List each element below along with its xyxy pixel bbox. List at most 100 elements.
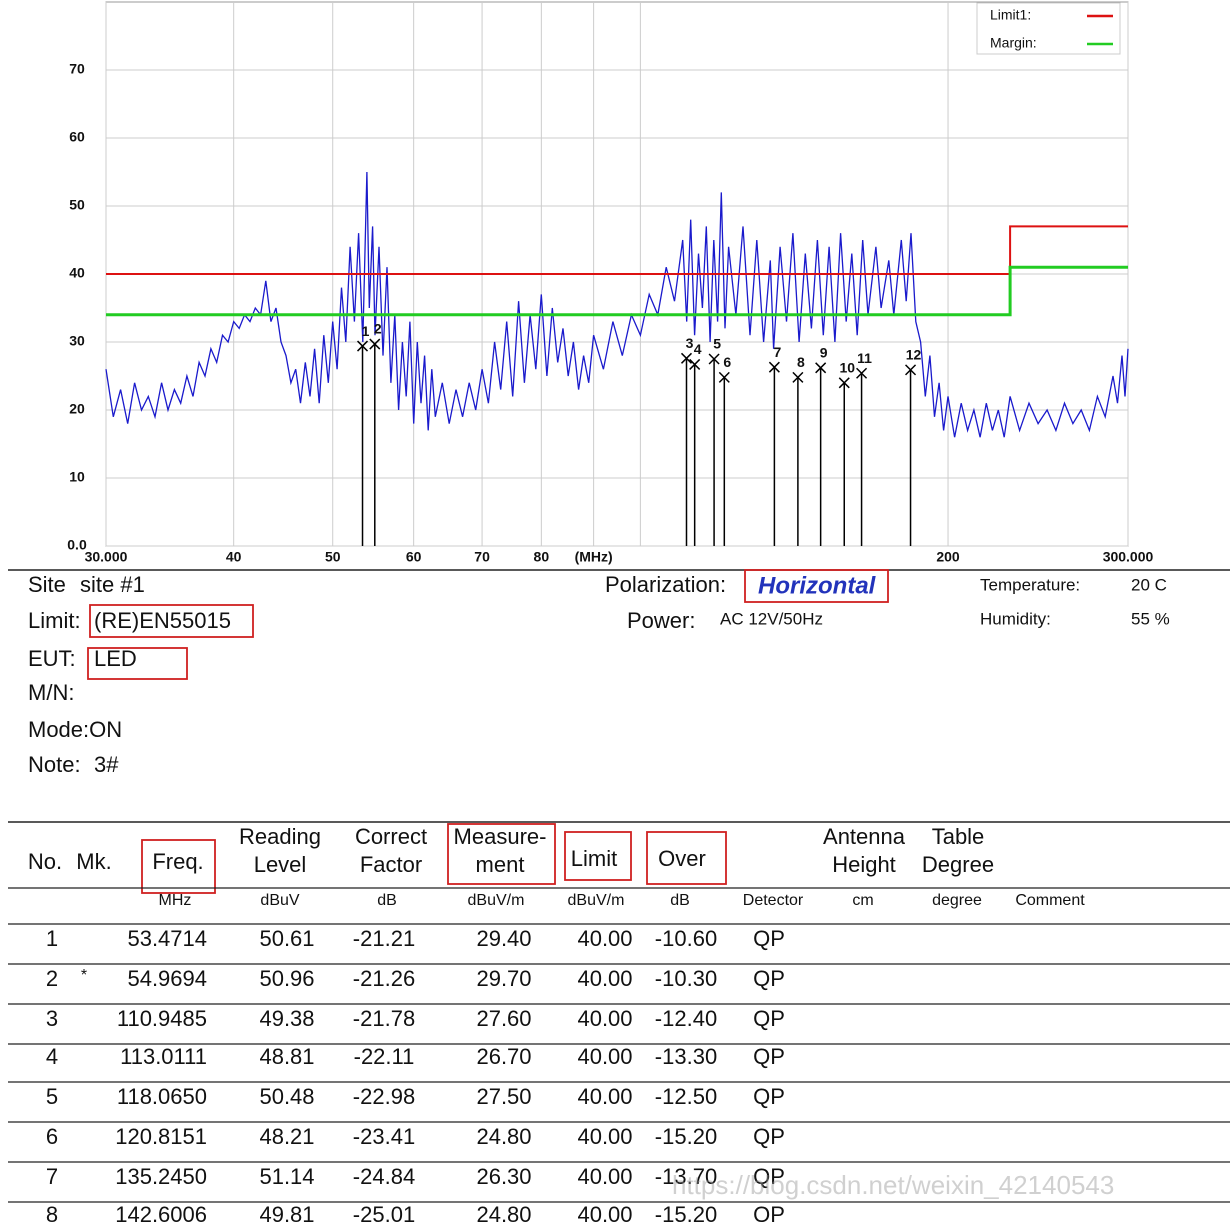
header-cell: Freq. bbox=[152, 849, 203, 874]
header-cell: Height bbox=[832, 852, 896, 877]
marker bbox=[856, 367, 868, 379]
table-cell: 110.9485 bbox=[117, 1006, 207, 1031]
unit-cell: cm bbox=[852, 892, 873, 909]
x-tick-label: 80 bbox=[534, 549, 550, 565]
table-cell: 40.00 bbox=[577, 1044, 632, 1069]
table-cell: 29.40 bbox=[476, 926, 531, 951]
table-cell: 118.0650 bbox=[117, 1084, 207, 1109]
unit-cell: dB bbox=[670, 892, 690, 909]
x-tick-label: 40 bbox=[226, 549, 242, 565]
marker bbox=[708, 353, 720, 365]
table-cell: 40.00 bbox=[577, 1164, 632, 1189]
y-tick-label: 70 bbox=[69, 61, 85, 77]
table-cell: 4 bbox=[46, 1044, 58, 1069]
header-cell: Correct bbox=[355, 824, 427, 849]
table-cell: 27.50 bbox=[476, 1084, 531, 1109]
header-cell: Mk. bbox=[76, 849, 111, 874]
table-cell: 40.00 bbox=[577, 966, 632, 991]
x-tick-label: 60 bbox=[406, 549, 422, 565]
marker bbox=[905, 364, 917, 376]
marker bbox=[369, 338, 381, 350]
table-cell: 40.00 bbox=[577, 1202, 632, 1222]
unit-cell: dBuV/m bbox=[568, 892, 625, 909]
table-cell: 8 bbox=[46, 1202, 58, 1222]
info-note-label: Note: bbox=[28, 752, 81, 777]
table-cell: QP bbox=[753, 1006, 785, 1031]
table-cell: 40.00 bbox=[577, 1124, 632, 1149]
table-cell: 50.61 bbox=[259, 926, 314, 951]
unit-cell: dBuV bbox=[260, 892, 299, 909]
info-mn-label: M/N: bbox=[28, 680, 74, 705]
y-tick-label: 0.0 bbox=[67, 537, 87, 553]
marker-label: 10 bbox=[839, 360, 855, 376]
marker bbox=[718, 371, 730, 383]
legend-label: Margin: bbox=[990, 35, 1037, 51]
table-cell: QP bbox=[753, 1164, 785, 1189]
table-cell: -22.11 bbox=[354, 1044, 415, 1069]
table-cell: 1 bbox=[46, 926, 58, 951]
info-site-label: Site bbox=[28, 572, 66, 597]
header-cell: Reading bbox=[239, 824, 321, 849]
header-cell: Over bbox=[658, 846, 706, 871]
table-cell: 113.0111 bbox=[120, 1044, 207, 1069]
table-cell: -15.20 bbox=[655, 1202, 717, 1222]
table-cell: 135.2450 bbox=[115, 1164, 207, 1189]
marker-label: 9 bbox=[820, 345, 828, 361]
info-limit-label: Limit: bbox=[28, 608, 81, 633]
table-cell: 50.48 bbox=[259, 1084, 314, 1109]
y-tick-label: 60 bbox=[69, 129, 85, 145]
table-cell: 3 bbox=[46, 1006, 58, 1031]
info-mode: Mode:ON bbox=[28, 717, 122, 742]
table-cell: 26.30 bbox=[476, 1164, 531, 1189]
table-cell: 40.00 bbox=[577, 1006, 632, 1031]
spectrum-trace bbox=[105, 171, 1129, 438]
marker bbox=[356, 340, 369, 352]
x-tick-label: 300.000 bbox=[1103, 549, 1154, 565]
marker-label: 8 bbox=[797, 354, 805, 370]
table-cell: -21.21 bbox=[353, 926, 415, 951]
y-tick-label: 50 bbox=[69, 197, 85, 213]
header-cell: ment bbox=[476, 852, 525, 877]
table-cell: 142.6006 bbox=[115, 1202, 207, 1222]
x-tick-label: (MHz) bbox=[575, 549, 613, 565]
table-cell: 26.70 bbox=[476, 1044, 531, 1069]
marker-label: 6 bbox=[723, 354, 731, 370]
header-cell: Limit bbox=[571, 846, 617, 871]
x-tick-label: 30.000 bbox=[85, 549, 128, 565]
y-tick-label: 10 bbox=[69, 469, 85, 485]
table-cell: -21.26 bbox=[353, 966, 415, 991]
info-polarization-label: Polarization: bbox=[605, 572, 726, 597]
table-cell: 51.14 bbox=[259, 1164, 314, 1189]
info-limit: (RE)EN55015 bbox=[94, 608, 231, 633]
limit-line bbox=[106, 225, 1128, 275]
table-cell: -12.40 bbox=[655, 1006, 717, 1031]
marker bbox=[838, 377, 850, 389]
table-cell: 40.00 bbox=[577, 926, 632, 951]
table-cell: -13.70 bbox=[655, 1164, 717, 1189]
table-cell: -12.50 bbox=[655, 1084, 717, 1109]
table-cell: 6 bbox=[46, 1124, 58, 1149]
header-cell: Antenna bbox=[823, 824, 906, 849]
header-cell: Measure- bbox=[454, 824, 547, 849]
table-cell: 53.4714 bbox=[127, 926, 207, 951]
header-cell: No. bbox=[28, 849, 62, 874]
limit-line bbox=[106, 265, 1128, 317]
table-cell: QP bbox=[753, 926, 785, 951]
y-tick-label: 40 bbox=[69, 265, 85, 281]
table-cell: -23.41 bbox=[353, 1124, 415, 1149]
info-humidity-label: Humidity: bbox=[980, 609, 1051, 628]
unit-cell: Detector bbox=[743, 892, 804, 909]
table-cell: QP bbox=[753, 1202, 785, 1222]
marker-label: 2 bbox=[374, 321, 382, 337]
table-cell: -10.30 bbox=[655, 966, 717, 991]
info-power: AC 12V/50Hz bbox=[720, 609, 823, 628]
table-cell: -10.60 bbox=[655, 926, 717, 951]
table-cell: 27.60 bbox=[476, 1006, 531, 1031]
table-cell: * bbox=[81, 967, 87, 984]
highlight-boxes bbox=[87, 569, 889, 894]
table-cell: 49.81 bbox=[259, 1202, 314, 1222]
table-cell: 48.81 bbox=[259, 1044, 314, 1069]
legend-box bbox=[976, 2, 1121, 55]
table-cell: 24.80 bbox=[476, 1202, 531, 1222]
